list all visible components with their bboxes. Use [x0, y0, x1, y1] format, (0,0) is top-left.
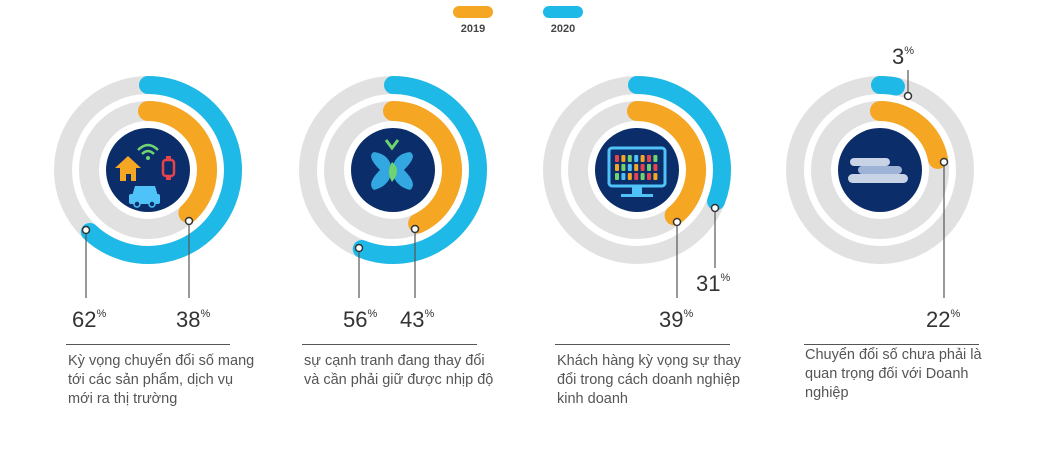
- arc-2019: [383, 101, 462, 234]
- chart-panel-4: 3% 22% Chuyển đổi số chưa phải là quan t…: [762, 0, 992, 449]
- percent-sign: %: [904, 45, 915, 57]
- description-text: Kỳ vọng chuyển đổi số mang tới các sản p…: [68, 353, 255, 407]
- value-number: 3: [892, 44, 905, 69]
- arc-2020: [628, 76, 731, 211]
- dashboard-bar: [653, 164, 658, 171]
- legend-item-2020: 2020: [538, 6, 588, 35]
- inner-value-label: 22%: [926, 307, 960, 333]
- legend-label-2019: 2019: [460, 23, 486, 35]
- donut-chart-2: [299, 76, 487, 298]
- percent-sign: %: [367, 308, 378, 320]
- divider: [804, 344, 979, 345]
- monitor-dashboard-icon: [607, 146, 667, 197]
- chart-panel-3: 31% 39% Khách hàng kỳ vọng sự thay đổi t…: [519, 0, 749, 449]
- donut-chart-1: [54, 76, 242, 298]
- dashboard-bar: [627, 164, 632, 171]
- outer-value-label: 31%: [696, 271, 730, 297]
- dashboard-bar: [627, 155, 632, 162]
- dashboard-bar: [653, 155, 658, 162]
- cloud-icon: [848, 158, 908, 183]
- dashboard-bar: [653, 173, 658, 180]
- value-number: 22: [926, 307, 951, 332]
- arc-2019: [627, 101, 706, 226]
- legend-swatch-2019: [453, 6, 493, 18]
- devices-home-car-icon: [115, 143, 176, 208]
- value-number: 31: [696, 271, 721, 296]
- arc-2019: [870, 101, 948, 169]
- value-number: 43: [400, 307, 425, 332]
- dashboard-bar: [647, 173, 651, 180]
- percent-sign: %: [424, 308, 435, 320]
- value-number: 62: [72, 307, 97, 332]
- divider: [555, 344, 730, 345]
- dashboard-bar: [647, 155, 651, 162]
- dashboard-bar: [634, 173, 639, 180]
- value-number: 56: [343, 307, 368, 332]
- legend-label-2020: 2020: [550, 23, 576, 35]
- inner-value-label: 39%: [659, 307, 693, 333]
- donut-chart-4: [786, 70, 974, 298]
- description-text: Chuyển đổi số chưa phải là quan trọng đố…: [805, 347, 982, 401]
- chart-panel-2: 56% 43% sự cạnh tranh đang thay đổi và c…: [275, 0, 505, 449]
- dashboard-bar: [634, 164, 639, 171]
- legend: 2019 2020: [0, 6, 1062, 40]
- divider: [66, 344, 230, 345]
- dashboard-bar: [621, 155, 626, 162]
- arc-2020: [80, 76, 242, 264]
- dashboard-bar: [640, 155, 645, 162]
- dashboard-bar: [615, 164, 619, 171]
- inner-value-label: 38%: [176, 307, 210, 333]
- percent-sign: %: [720, 272, 731, 284]
- dashboard-bar: [621, 164, 626, 171]
- dashboard-bar: [627, 173, 632, 180]
- dashboard-bar: [615, 155, 619, 162]
- arc-2020: [871, 76, 905, 96]
- arc-2020: [352, 76, 487, 264]
- dashboard-bar: [615, 173, 619, 180]
- legend-swatch-2020: [543, 6, 583, 18]
- dashboard-bar: [621, 173, 626, 180]
- icon-background: [106, 128, 190, 212]
- outer-value-label: 62%: [72, 307, 106, 333]
- inner-value-label: 43%: [400, 307, 434, 333]
- outer-value-label: 3%: [892, 44, 914, 70]
- chart-panel-1: 62% 38% Kỳ vọng chuyển đổi số mang tới c…: [30, 0, 260, 449]
- dashboard-bar: [640, 164, 645, 171]
- divider: [302, 344, 477, 345]
- percent-sign: %: [683, 308, 694, 320]
- percent-sign: %: [950, 308, 961, 320]
- arc-2019: [138, 101, 217, 224]
- dashboard-bar: [640, 173, 645, 180]
- outer-value-label: 56%: [343, 307, 377, 333]
- legend-item-2019: 2019: [448, 6, 498, 35]
- percent-sign: %: [96, 308, 107, 320]
- donut-chart-3: [543, 76, 731, 298]
- description-text: Khách hàng kỳ vọng sự thay đổi trong các…: [557, 353, 741, 407]
- value-number: 39: [659, 307, 684, 332]
- value-number: 38: [176, 307, 201, 332]
- dashboard-bar: [647, 164, 651, 171]
- butterfly-icon: [371, 139, 413, 190]
- description-text: sự cạnh tranh đang thay đổi và cần phải …: [304, 353, 494, 388]
- percent-sign: %: [200, 308, 211, 320]
- dashboard-bar: [634, 155, 639, 162]
